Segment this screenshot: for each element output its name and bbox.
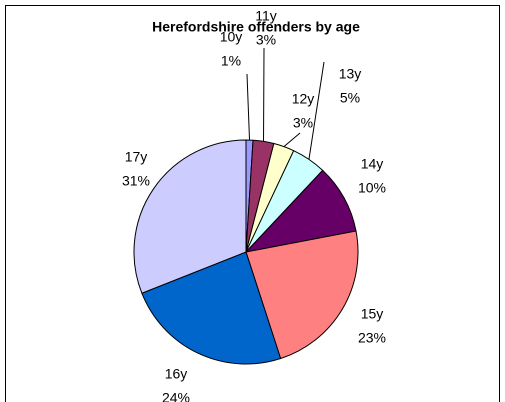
slice-value-label: 1%: [221, 53, 241, 69]
slice-category-label: 13y: [339, 66, 362, 82]
slice-value-label: 5%: [340, 90, 360, 106]
slice-category-label: 11y: [255, 8, 277, 24]
slice-category-label: 12y: [292, 91, 315, 107]
leader-line: [283, 132, 301, 148]
slice-value-label: 3%: [293, 115, 313, 131]
slice-category-label: 14y: [361, 156, 384, 172]
slice-category-label: 17y: [125, 149, 148, 165]
pie-slice: [133, 139, 247, 294]
pie-slice: [245, 230, 359, 360]
slice-category-label: 15y: [361, 306, 384, 322]
slice-value-label: 3%: [256, 32, 276, 48]
chart-title: Herefordshire offenders by age: [152, 19, 360, 35]
slice-category-label: 10y: [220, 29, 243, 45]
leader-line: [308, 61, 325, 160]
slice-value-label: 31%: [122, 173, 150, 189]
slice-value-label: 10%: [358, 180, 386, 196]
slice-category-label: 16y: [165, 366, 188, 382]
leader-line: [246, 73, 251, 141]
slice-value-label: 24%: [162, 390, 190, 402]
slice-value-label: 23%: [358, 330, 386, 346]
